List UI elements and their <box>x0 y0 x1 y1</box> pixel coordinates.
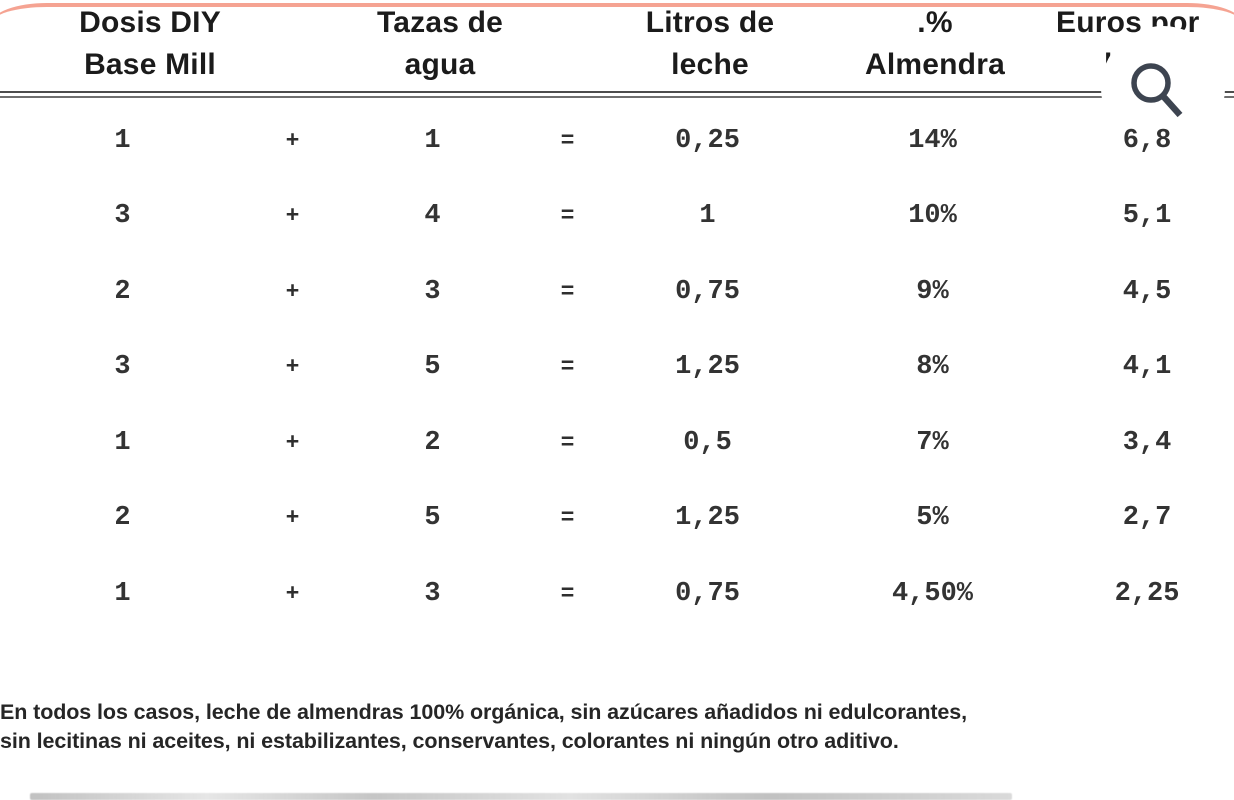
cutoff-content-strip <box>30 793 1012 800</box>
water-cups-value: 4 <box>424 201 441 232</box>
dose-value: 3 <box>114 352 131 383</box>
water-cups-value: 2 <box>424 427 441 458</box>
equals-operator: = <box>560 203 575 230</box>
header-line: Almendra <box>865 48 1005 81</box>
equals-operator: = <box>560 429 575 456</box>
euros-per-liter-value: 4,5 <box>1122 276 1172 307</box>
euros-per-liter-value: 3,4 <box>1122 427 1172 458</box>
water-cups-value: 5 <box>424 352 441 383</box>
dose-value: 2 <box>114 276 131 307</box>
column-header-tazas-agua: Tazas de agua <box>300 2 580 86</box>
plus-operator: + <box>285 580 300 607</box>
table-row: 3 + 5 = 1,25 8% 4,1 <box>0 330 1234 406</box>
header-line: .% <box>917 6 953 39</box>
header-divider-rule <box>0 91 1234 98</box>
almond-percent-value: 10% <box>908 201 957 232</box>
plus-operator: + <box>285 505 300 532</box>
table-row: 2 + 3 = 0,75 9% 4,5 <box>0 254 1234 330</box>
header-line: Dosis DIY <box>79 6 221 39</box>
euros-per-liter-value: 6,8 <box>1122 125 1172 156</box>
euros-per-liter-value: 2,25 <box>1114 578 1180 609</box>
equals-operator: = <box>560 354 575 381</box>
milk-liters-value: 0,25 <box>675 125 740 156</box>
water-cups-value: 3 <box>424 276 441 307</box>
milk-liters-value: 0,75 <box>675 276 740 307</box>
table-row: 3 + 4 = 1 10% 5,1 <box>0 179 1234 255</box>
equals-operator: = <box>560 580 575 607</box>
almond-percent-value: 9% <box>916 276 949 307</box>
milk-liters-value: 0,5 <box>683 427 732 458</box>
table-body: 1 + 1 = 0,25 14% 6,8 3 + 4 = 1 10% 5,1 2… <box>0 103 1234 632</box>
dose-value: 1 <box>114 427 131 458</box>
almond-percent-value: 14% <box>908 125 957 156</box>
dose-value: 3 <box>114 201 131 232</box>
plus-operator: + <box>285 203 300 230</box>
column-header-litros-leche: Litros de leche <box>580 2 840 86</box>
dose-value: 2 <box>114 503 131 534</box>
footnote-line-1: En todos los casos, leche de almendras 1… <box>0 700 968 724</box>
plus-operator: + <box>285 278 300 305</box>
plus-operator: + <box>285 354 300 381</box>
table-row: 2 + 5 = 1,25 5% 2,7 <box>0 481 1234 557</box>
almond-percent-value: 5% <box>916 503 949 534</box>
euros-per-liter-value: 2,7 <box>1122 503 1172 534</box>
equals-operator: = <box>560 505 575 532</box>
header-line: Base Mill <box>84 48 216 81</box>
column-header-pct-almendra: .% Almendra <box>840 2 1030 86</box>
water-cups-value: 5 <box>424 503 441 534</box>
footnote-text: En todos los casos, leche de almendras 1… <box>0 698 1234 756</box>
milk-liters-value: 1 <box>699 201 716 232</box>
milk-liters-value: 1,25 <box>675 503 740 534</box>
equals-operator: = <box>560 127 575 154</box>
table-row: 1 + 2 = 0,5 7% 3,4 <box>0 405 1234 481</box>
water-cups-value: 3 <box>424 578 441 609</box>
euros-per-liter-value: 4,1 <box>1122 352 1172 383</box>
dose-value: 1 <box>114 578 131 609</box>
table-row: 1 + 3 = 0,75 4,50% 2,25 <box>0 556 1234 632</box>
dose-value: 1 <box>114 125 131 156</box>
header-line: leche <box>671 48 749 81</box>
milk-liters-value: 0,75 <box>675 578 740 609</box>
euros-per-liter-value: 5,1 <box>1122 201 1172 232</box>
plus-operator: + <box>285 429 300 456</box>
milk-liters-value: 1,25 <box>675 352 740 383</box>
almond-percent-value: 8% <box>916 352 949 383</box>
almond-percent-value: 4,50% <box>891 578 973 609</box>
footnote-line-2: sin lecitinas ni aceites, ni estabilizan… <box>0 729 899 753</box>
plus-operator: + <box>285 127 300 154</box>
water-cups-value: 1 <box>424 125 441 156</box>
header-line: Litros de <box>645 6 775 39</box>
header-line: agua <box>404 48 476 81</box>
almond-percent-value: 7% <box>916 427 949 458</box>
search-zoom-icon[interactable] <box>1118 52 1196 130</box>
column-header-dosis-diy: Dosis DIY Base Mill <box>0 2 300 86</box>
equals-operator: = <box>560 278 575 305</box>
header-line: Tazas de <box>376 6 504 39</box>
table-row: 1 + 1 = 0,25 14% 6,8 <box>0 103 1234 179</box>
magnifier-backdrop <box>1101 26 1225 150</box>
